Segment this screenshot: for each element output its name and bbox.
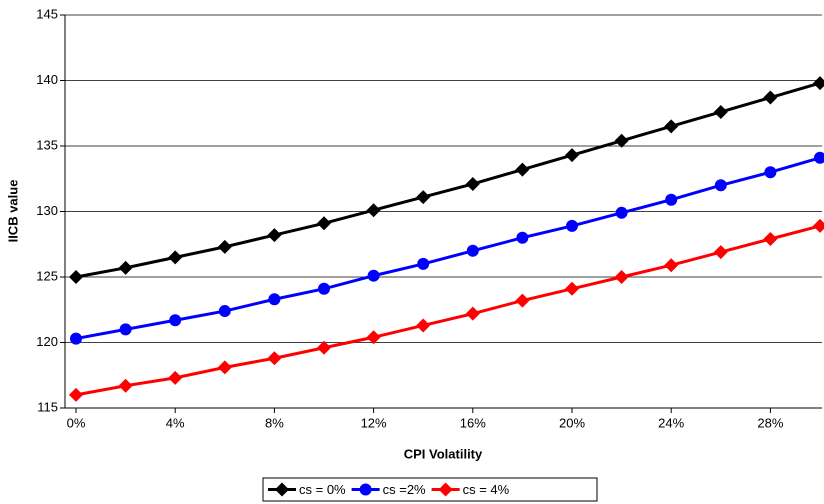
marker xyxy=(664,258,679,273)
legend-box xyxy=(262,477,598,502)
marker xyxy=(366,330,381,345)
marker xyxy=(764,166,777,179)
marker xyxy=(366,203,381,218)
x-tick-label: 24% xyxy=(658,415,684,430)
marker xyxy=(516,231,529,244)
marker xyxy=(515,293,530,308)
marker xyxy=(565,281,579,296)
marker xyxy=(416,318,431,333)
marker xyxy=(217,360,232,375)
marker xyxy=(268,293,281,306)
legend-label: cs =2% xyxy=(383,482,426,497)
marker xyxy=(118,260,133,275)
legend: cs = 0% cs =2% cs = 4% xyxy=(262,477,598,502)
marker xyxy=(713,104,728,119)
marker xyxy=(69,270,83,284)
marker xyxy=(814,151,824,164)
series-line xyxy=(75,156,821,341)
marker xyxy=(665,193,678,206)
marker xyxy=(465,306,480,321)
marker xyxy=(416,190,431,205)
marker xyxy=(317,216,331,231)
marker xyxy=(69,387,83,402)
marker xyxy=(713,245,728,260)
x-tick-label: 0% xyxy=(67,415,86,430)
marker xyxy=(275,482,289,497)
marker xyxy=(119,323,132,336)
marker xyxy=(465,176,480,191)
marker xyxy=(267,351,282,366)
marker xyxy=(566,219,578,232)
marker xyxy=(217,239,232,254)
y-tick-label: 135 xyxy=(36,137,58,152)
marker xyxy=(615,206,628,219)
marker xyxy=(218,305,231,318)
x-tick-label: 8% xyxy=(265,415,284,430)
marker xyxy=(118,378,133,393)
x-tick-label: 4% xyxy=(166,415,185,430)
y-tick-label: 115 xyxy=(37,399,58,414)
y-tick-label: 120 xyxy=(36,334,58,349)
marker xyxy=(614,270,629,284)
series-line xyxy=(75,224,821,397)
marker xyxy=(813,76,824,91)
y-tick-label: 145 xyxy=(36,6,58,21)
marker xyxy=(318,282,330,295)
marker xyxy=(664,119,679,134)
x-tick-label: 28% xyxy=(757,415,783,430)
marker xyxy=(267,228,282,243)
marker xyxy=(417,257,430,270)
marker xyxy=(614,133,629,148)
marker xyxy=(515,162,530,177)
x-axis-title: CPI Volatility xyxy=(404,446,483,461)
legend-label: cs = 4% xyxy=(463,482,510,497)
y-tick-label: 130 xyxy=(36,203,58,218)
marker xyxy=(70,332,82,345)
marker xyxy=(763,232,778,247)
marker xyxy=(168,370,183,385)
y-axis-title: IICB value xyxy=(5,180,20,243)
marker xyxy=(168,250,183,265)
marker xyxy=(714,179,727,192)
marker xyxy=(763,90,778,105)
marker xyxy=(169,314,182,327)
marker xyxy=(438,482,453,497)
legend-label: cs = 0% xyxy=(299,482,346,497)
marker xyxy=(317,340,331,355)
marker xyxy=(367,269,380,282)
y-tick-label: 140 xyxy=(36,72,58,87)
marker xyxy=(466,244,479,257)
x-tick-label: 20% xyxy=(559,415,585,430)
y-tick-label: 125 xyxy=(36,268,58,283)
x-tick-label: 12% xyxy=(361,415,387,430)
x-tick-label: 16% xyxy=(460,415,486,430)
series-line xyxy=(75,81,821,279)
marker xyxy=(359,483,372,496)
marker xyxy=(813,218,824,233)
marker xyxy=(565,148,579,163)
